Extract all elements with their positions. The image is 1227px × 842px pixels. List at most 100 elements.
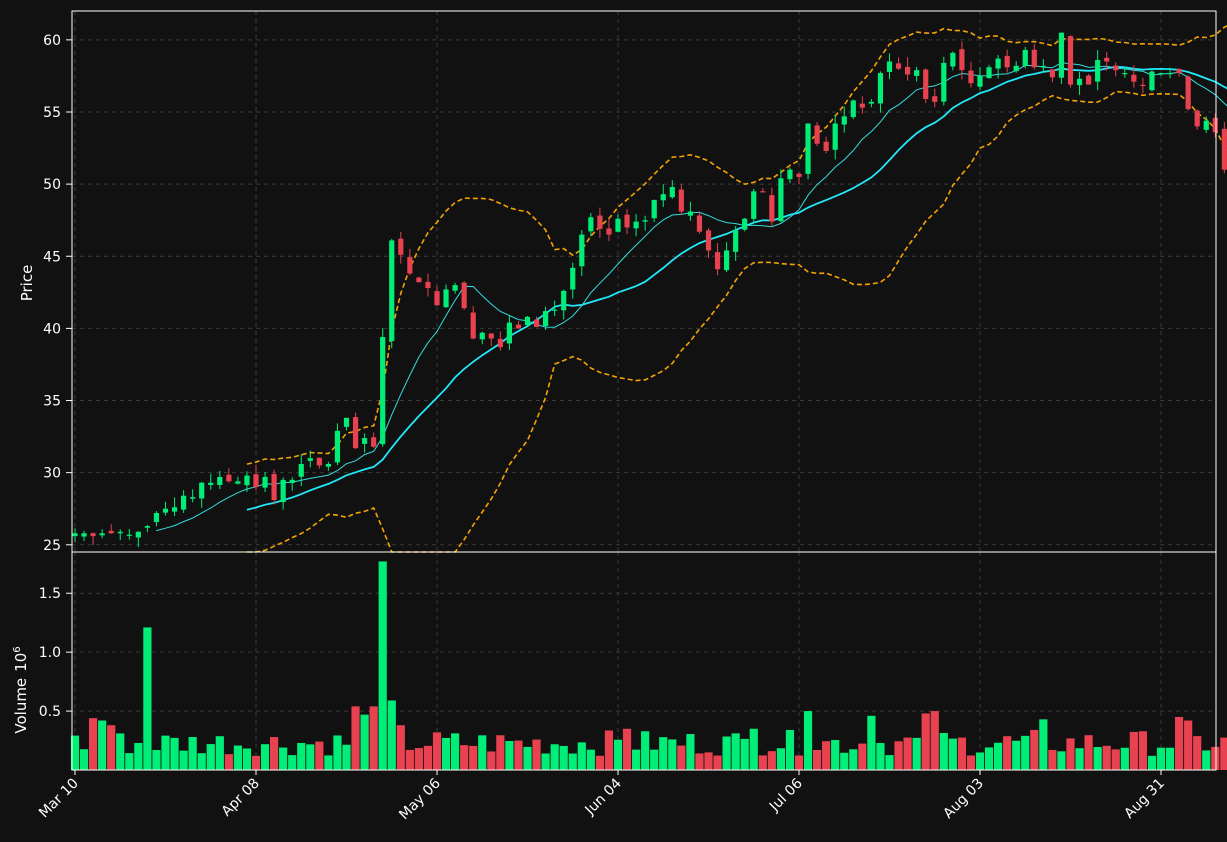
- candle: [832, 114, 838, 160]
- candle-body: [271, 474, 277, 501]
- volume-bar: [1093, 747, 1102, 770]
- candle: [959, 41, 965, 80]
- bollinger-lower-line: [247, 90, 1227, 553]
- volume-bar: [731, 733, 740, 770]
- candle-body: [99, 533, 105, 536]
- candle-body: [642, 220, 648, 222]
- volume-bar: [713, 755, 722, 770]
- candle-body: [823, 141, 829, 151]
- volume-bar: [89, 718, 98, 770]
- candle-body: [1212, 117, 1218, 133]
- volume-bar: [233, 745, 242, 770]
- candle: [561, 289, 567, 320]
- candle-body: [877, 73, 884, 104]
- volume-bar: [668, 739, 677, 770]
- candle: [895, 57, 902, 71]
- candle: [733, 226, 739, 261]
- candle: [1203, 116, 1209, 134]
- candle: [1058, 32, 1065, 84]
- candle-body: [570, 267, 576, 290]
- price-tick-label: 40: [43, 321, 61, 337]
- candle: [262, 471, 268, 493]
- volume-bar: [469, 745, 478, 770]
- candle: [877, 71, 884, 113]
- price-tick-label: 30: [43, 466, 61, 482]
- candle-body: [307, 458, 313, 461]
- candle-body: [352, 417, 359, 449]
- candle: [950, 51, 956, 71]
- candle-body: [515, 324, 522, 329]
- candle: [108, 524, 114, 535]
- volume-bar: [695, 753, 704, 770]
- candle: [968, 61, 974, 88]
- price-tick-label: 35: [43, 394, 61, 410]
- volume-bar: [441, 737, 451, 770]
- candle: [579, 229, 585, 277]
- candle: [814, 121, 820, 147]
- candle: [497, 331, 503, 351]
- candle-body: [343, 417, 350, 427]
- volume-bar: [270, 737, 279, 770]
- volume-bar: [604, 730, 614, 770]
- candle: [244, 471, 250, 493]
- candle: [923, 68, 929, 103]
- candle: [226, 468, 232, 483]
- candle: [624, 209, 630, 234]
- volume-bar: [1193, 736, 1202, 770]
- candle-body: [506, 322, 512, 344]
- candle-body: [1095, 60, 1101, 82]
- candle-body: [1104, 57, 1110, 62]
- volume-bar: [622, 728, 632, 770]
- volume-bar: [686, 734, 695, 770]
- candle: [932, 88, 938, 108]
- candle: [1040, 59, 1046, 72]
- candle: [859, 96, 865, 114]
- candle-body: [1049, 69, 1055, 78]
- candle-body: [244, 475, 250, 486]
- candle: [615, 214, 621, 233]
- volume-bar: [1165, 747, 1175, 770]
- volume-bar: [758, 755, 767, 770]
- candle-body: [171, 507, 178, 512]
- candle-body: [1022, 49, 1028, 66]
- candle-body: [416, 277, 422, 283]
- candle-body: [705, 230, 712, 251]
- volume-bar: [333, 735, 342, 770]
- candle: [1176, 68, 1182, 77]
- candle: [705, 228, 712, 258]
- candle: [461, 281, 467, 310]
- candle-body: [687, 211, 693, 216]
- candle: [443, 284, 449, 308]
- candle-body: [588, 217, 594, 232]
- candle: [352, 412, 359, 450]
- candle-body: [488, 333, 494, 339]
- volume-bar: [876, 743, 885, 770]
- candle-body: [561, 290, 567, 311]
- candle-body: [280, 479, 286, 503]
- candle: [787, 167, 793, 184]
- candle-body: [289, 479, 295, 484]
- volume-bar: [1075, 748, 1084, 770]
- volume-bar: [1147, 755, 1157, 770]
- volume-bar: [315, 741, 324, 770]
- candle-body: [407, 257, 413, 274]
- candle: [1212, 113, 1218, 138]
- candle: [696, 211, 703, 234]
- volume-bar: [224, 754, 233, 770]
- candle: [588, 213, 594, 237]
- candle-body: [144, 526, 150, 528]
- candle: [642, 215, 648, 231]
- volume-bar: [197, 753, 206, 770]
- candle: [90, 532, 96, 546]
- candle-body: [895, 63, 902, 69]
- candle: [805, 123, 811, 180]
- candle-body: [461, 282, 467, 309]
- price-tick-label: 45: [43, 249, 61, 265]
- candle: [724, 242, 730, 272]
- candle-body: [579, 234, 585, 267]
- candle-body: [751, 191, 757, 219]
- candle: [543, 306, 549, 330]
- candle-body: [162, 508, 169, 513]
- candle: [651, 199, 657, 222]
